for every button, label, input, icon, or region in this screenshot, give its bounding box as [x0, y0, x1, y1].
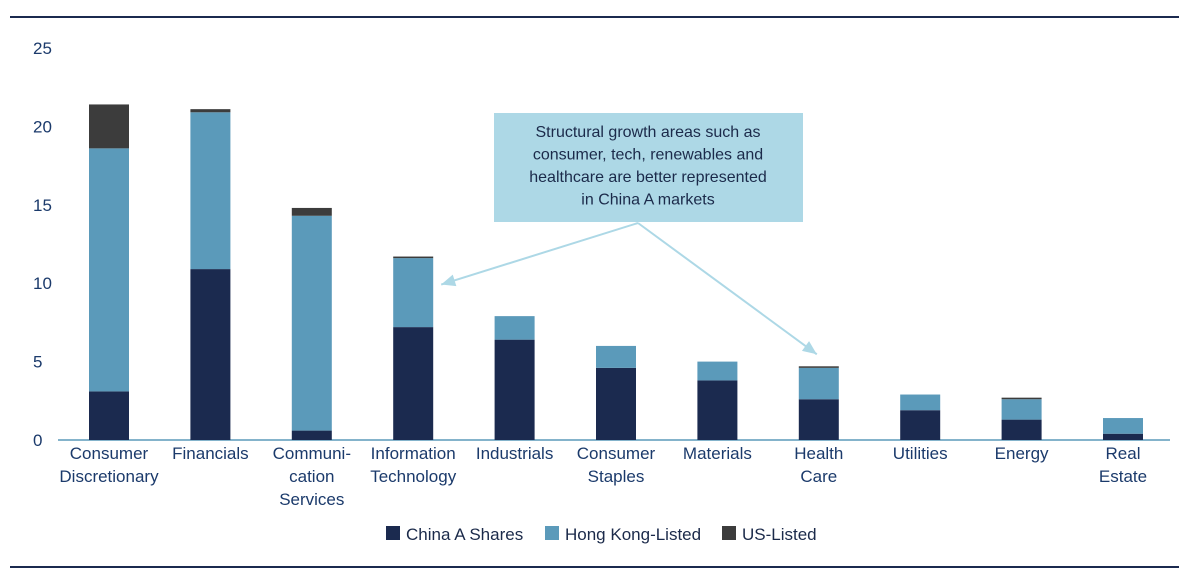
- bar-hong-kong-listed-communication-services: [291, 215, 332, 431]
- x-category-label: Utilities: [893, 444, 948, 463]
- callout-text-line: in China A markets: [581, 192, 714, 209]
- bar-hong-kong-listed-energy: [1001, 399, 1042, 420]
- callout-arrow-head: [441, 274, 457, 287]
- bar-china-a-shares-financials: [190, 269, 231, 440]
- callout-arrow-line: [637, 222, 818, 356]
- legend-label-us-listed: US-Listed: [742, 525, 817, 544]
- bar-china-a-shares-consumer-discretionary: [89, 391, 129, 440]
- bar-us-listed-information-technology: [393, 256, 434, 259]
- callout-arrow-head: [801, 341, 817, 355]
- bar-hong-kong-listed-utilities: [900, 394, 941, 411]
- bar-china-a-shares-industrials: [494, 339, 535, 440]
- x-category-label: Materials: [683, 444, 752, 463]
- legend-swatch-us-listed: [722, 526, 736, 540]
- legend-label-hong-kong-listed: Hong Kong-Listed: [565, 525, 701, 544]
- bar-china-a-shares-real-estate: [1103, 433, 1143, 440]
- bar-china-a-shares-energy: [1001, 419, 1042, 440]
- bar-hong-kong-listed-consumer-discretionary: [89, 148, 129, 392]
- bar-hong-kong-listed-information-technology: [393, 258, 434, 328]
- bar-hong-kong-listed-health-care: [798, 367, 839, 400]
- callout-text-line: Structural growth areas such as: [536, 124, 761, 141]
- y-tick-label: 15: [33, 196, 52, 215]
- bar-us-listed-communication-services: [291, 207, 332, 216]
- x-category-label: Real Estate: [1099, 444, 1147, 486]
- legend-swatch-china-a-shares: [386, 526, 400, 540]
- callout: Structural growth areas such as consumer,…: [440, 113, 818, 356]
- category-labels: Consumer Discretionary Financials Communi-c…: [59, 444, 1147, 509]
- x-category-label: Industrials: [476, 444, 553, 463]
- bar-us-listed-energy: [1001, 397, 1042, 400]
- y-tick-label: 0: [33, 431, 42, 450]
- bar-hong-kong-listed-financials: [190, 112, 231, 270]
- bar-us-listed-health-care: [798, 366, 839, 368]
- callout-arrow-line: [440, 222, 639, 286]
- legend-swatch-hong-kong-listed: [545, 526, 559, 540]
- x-category-label: Health Care: [794, 444, 843, 486]
- x-category-label: Consumer Staples: [577, 444, 656, 486]
- bar-china-a-shares-information-technology: [393, 327, 434, 440]
- bar-hong-kong-listed-materials: [697, 361, 738, 381]
- bar-china-a-shares-utilities: [900, 410, 941, 440]
- x-category-label: Communi-cation Services: [273, 444, 351, 509]
- y-tick-label: 20: [33, 117, 52, 136]
- bar-china-a-shares-consumer-staples: [596, 367, 636, 440]
- callout-box: [494, 113, 803, 222]
- bar-china-a-shares-communication-services: [291, 430, 332, 440]
- y-axis: 0 5 10 15 20 25: [33, 39, 52, 450]
- bar-hong-kong-listed-industrials: [494, 316, 535, 340]
- bar-china-a-shares-materials: [697, 380, 738, 440]
- y-tick-label: 25: [33, 39, 52, 58]
- x-category-label: Consumer Discretionary: [59, 444, 159, 486]
- legend-label-china-a-shares: China A Shares: [406, 525, 523, 544]
- callout-text-line: healthcare are better represented: [529, 169, 766, 186]
- bar-hong-kong-listed-real-estate: [1103, 418, 1143, 434]
- callout-text-line: consumer, tech, renewables and: [533, 147, 763, 164]
- bar-hong-kong-listed-consumer-staples: [596, 345, 636, 368]
- bars: [89, 104, 1143, 440]
- x-category-label: Information Technology: [370, 444, 457, 486]
- y-tick-label: 10: [33, 274, 52, 293]
- legend: China A Shares Hong Kong-Listed US-Listed: [386, 525, 817, 544]
- y-tick-label: 5: [33, 353, 42, 372]
- bar-us-listed-consumer-discretionary: [89, 104, 129, 149]
- x-category-label: Financials: [172, 444, 249, 463]
- x-category-label: Energy: [995, 444, 1049, 463]
- bar-us-listed-financials: [190, 109, 231, 113]
- bar-china-a-shares-health-care: [798, 399, 839, 440]
